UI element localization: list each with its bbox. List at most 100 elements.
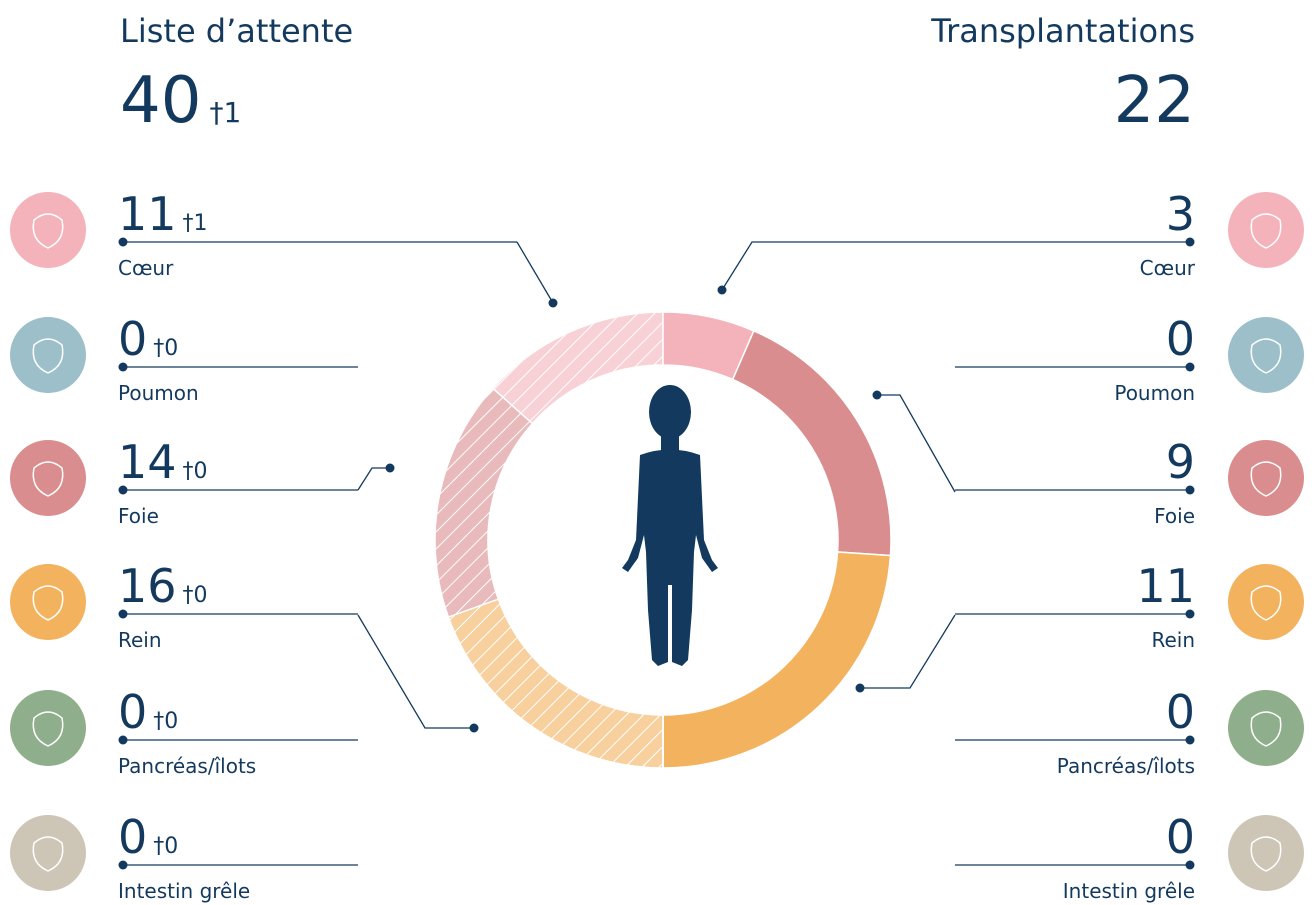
waitlist-total-line: 40 †1: [120, 64, 241, 138]
organ-name: Pancréas/îlots: [118, 754, 256, 778]
row-dot: [1185, 860, 1195, 870]
icon-glyph: [1250, 836, 1282, 872]
waitlist-title: Liste d’attente: [120, 12, 353, 50]
icon-glyph: [1250, 711, 1282, 747]
organ-name: Poumon: [1114, 381, 1195, 405]
organ-icon: [10, 564, 86, 640]
row-dot: [118, 860, 128, 870]
organ-icon: [1228, 192, 1304, 268]
icon-circle: [1228, 564, 1304, 640]
organ-icon: [1228, 564, 1304, 640]
organ-icon: [10, 192, 86, 268]
row-dot: [118, 237, 128, 247]
icon-glyph: [1250, 461, 1282, 497]
organ-name: Foie: [1154, 504, 1195, 528]
organ-name: Intestin grêle: [118, 879, 250, 903]
connectors: [357, 241, 956, 733]
organ-count: 0: [1166, 312, 1195, 366]
icon-circle: [10, 192, 86, 268]
organ-icon: [1228, 317, 1304, 393]
icon-circle: [10, 564, 86, 640]
organ-icon: [10, 440, 86, 516]
row-dot: [1185, 609, 1195, 619]
donut-hatch: [492, 312, 663, 424]
waitlist-deaths: †1: [209, 96, 241, 129]
organ-name: Cœur: [1140, 256, 1196, 280]
organ-count: 11: [1136, 559, 1195, 613]
icon-circle: [10, 440, 86, 516]
organ-count-line: 0 †0: [118, 685, 178, 739]
icon-glyph: [32, 836, 64, 872]
transplants-total: 22: [1114, 64, 1195, 138]
icon-glyph: [1250, 338, 1282, 374]
organ-count: 0: [118, 685, 147, 739]
organ-name: Pancréas/îlots: [1057, 754, 1195, 778]
organ-count: 0: [118, 810, 147, 864]
donut-segment: [662, 551, 892, 769]
organ-deaths: †0: [183, 583, 208, 608]
organ-count: 9: [1166, 435, 1195, 489]
donut-hatch: [435, 388, 533, 618]
organ-count: 11: [118, 187, 177, 241]
icon-glyph: [32, 585, 64, 621]
row-dot: [118, 362, 128, 372]
organ-count: 16: [118, 559, 177, 613]
icon-circle: [1228, 317, 1304, 393]
icon-glyph: [32, 338, 64, 374]
child-silhouette: [622, 385, 718, 666]
icon-circle: [1228, 192, 1304, 268]
icon-circle: [10, 317, 86, 393]
organ-icon: [10, 815, 86, 891]
organ-name: Foie: [118, 504, 159, 528]
organ-count: 0: [1166, 810, 1195, 864]
organ-icon: [1228, 440, 1304, 516]
donut-segment: [731, 329, 892, 557]
row-dot: [1185, 485, 1195, 495]
icon-glyph: [32, 711, 64, 747]
organ-icon: [10, 317, 86, 393]
row-dot: [1185, 735, 1195, 745]
row-dot: [118, 735, 128, 745]
row-dot: [118, 609, 128, 619]
organ-icon: [10, 690, 86, 766]
organ-name: Cœur: [118, 256, 174, 280]
organ-count-line: 11 †1: [118, 187, 208, 241]
waitlist-total: 40: [120, 64, 201, 138]
organ-count: 0: [1166, 685, 1195, 739]
organ-name: Intestin grêle: [1063, 879, 1195, 903]
organ-count: 14: [118, 435, 177, 489]
row-dot: [1185, 237, 1195, 247]
icon-glyph: [1250, 213, 1282, 249]
organ-name: Rein: [1151, 628, 1195, 652]
donut-hatch: [448, 599, 663, 768]
organ-name: Poumon: [118, 381, 199, 405]
organ-count-line: 0 †0: [118, 312, 178, 366]
organ-deaths: †0: [153, 336, 178, 361]
icon-circle: [1228, 690, 1304, 766]
icon-glyph: [32, 213, 64, 249]
organ-deaths: †1: [183, 211, 208, 236]
organ-count-line: 16 †0: [118, 559, 208, 613]
organ-count: 0: [118, 312, 147, 366]
donut: [434, 311, 892, 769]
organ-count: 3: [1166, 187, 1195, 241]
organ-deaths: †0: [153, 834, 178, 859]
icon-circle: [10, 815, 86, 891]
organ-deaths: †0: [183, 459, 208, 484]
icon-circle: [1228, 815, 1304, 891]
organ-icon: [1228, 815, 1304, 891]
row-dot: [1185, 362, 1195, 372]
icon-glyph: [32, 461, 64, 497]
icon-circle: [10, 690, 86, 766]
transplants-title: Transplantations: [930, 12, 1195, 50]
organ-deaths: †0: [153, 709, 178, 734]
organ-count-line: 14 †0: [118, 435, 208, 489]
organ-name: Rein: [118, 628, 162, 652]
organ-count-line: 0 †0: [118, 810, 178, 864]
icon-glyph: [1250, 585, 1282, 621]
row-dot: [118, 485, 128, 495]
organ-icon: [1228, 690, 1304, 766]
icon-circle: [1228, 440, 1304, 516]
